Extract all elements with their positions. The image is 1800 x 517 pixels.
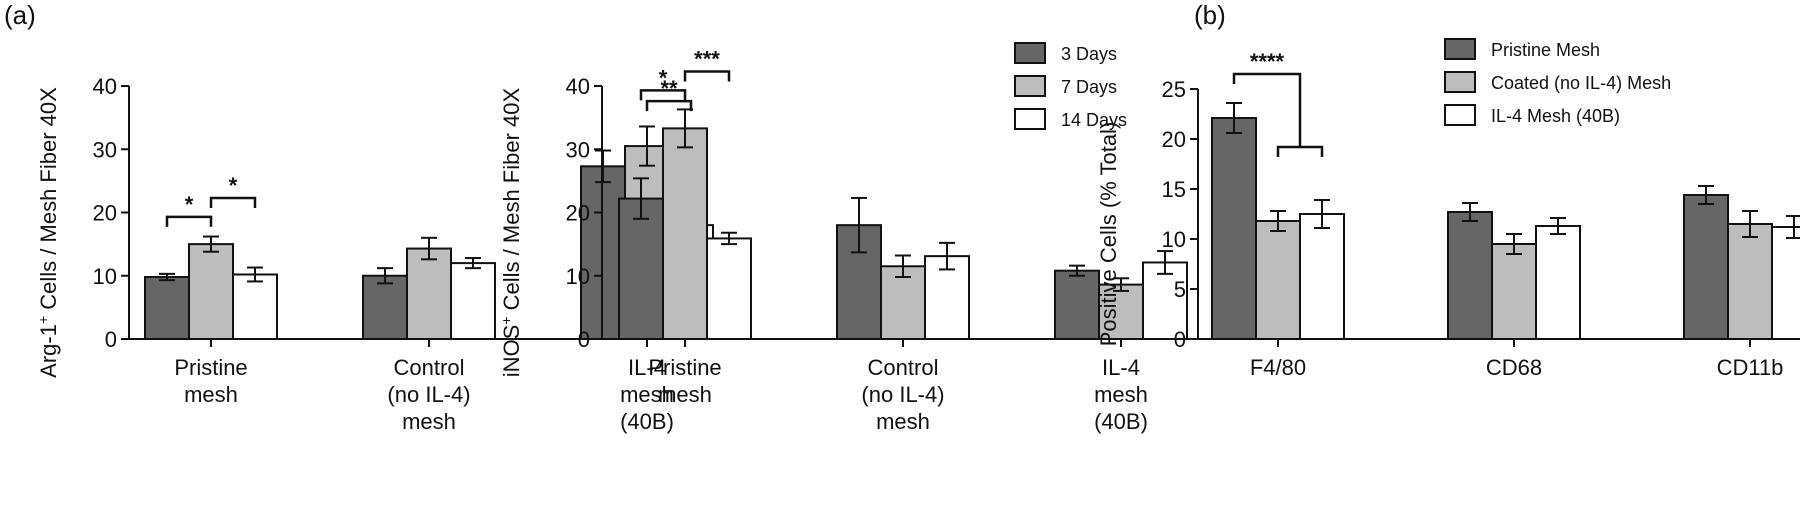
y-tick-label: 0 [578,327,590,352]
y-tick-label: 40 [93,74,117,99]
y-axis-label-part: + [498,316,514,324]
y-tick-label: 30 [566,137,590,162]
legend-label: 14 Days [1061,110,1127,130]
bar-il-4-mesh-40b- [1772,227,1800,339]
significance-label: *** [694,46,720,71]
significance-label: **** [1250,49,1285,74]
category-label: Pristine [174,355,247,380]
category-label: Pristine [648,355,721,380]
y-tick-label: 25 [1162,77,1186,102]
bar-il-4-mesh-40b- [1536,226,1580,339]
category-label: mesh [184,382,238,407]
bar-coated-no-il-4-mesh [1256,221,1300,339]
legend-swatch [1015,43,1045,63]
y-axis-label-part: Cells / Mesh Fiber 40X [499,87,524,316]
bar-pristine-mesh [1448,212,1492,339]
y-tick-label: 10 [1162,227,1186,252]
y-axis-label-part: + [35,316,51,324]
category-label: mesh [876,409,930,434]
y-axis-label-part: iNOS [499,325,524,378]
y-tick-label: 5 [1174,277,1186,302]
category-label: Control [394,355,465,380]
bar-7-days [407,249,451,339]
y-tick-label: 15 [1162,177,1186,202]
category-label: (40B) [620,409,674,434]
legend-label: IL-4 Mesh (40B) [1491,106,1620,126]
significance-bracket [211,198,255,208]
y-tick-label: 30 [93,137,117,162]
y-axis-label: Arg-1+ Cells / Mesh Fiber 40X [35,87,61,378]
bar-14-days [233,274,277,339]
bar-3-days [145,277,189,339]
y-tick-label: 20 [566,201,590,226]
y-tick-label: 20 [93,201,117,226]
category-label: Control [868,355,939,380]
y-tick-label: 0 [1174,327,1186,352]
category-label: mesh [402,409,456,434]
legend-panel-b: Pristine Mesh Coated (no IL-4) Mesh IL-4 M… [1445,39,1671,126]
bar-il-4-mesh-40b- [1300,214,1344,339]
category-label: CD11b [1717,355,1784,380]
y-tick-label: 10 [93,264,117,289]
legend-panel-a: 3 Days 7 Days 14 Days [1015,43,1127,130]
bar-3-days [363,276,407,339]
chart-panel-2: 0 5 10 15 20 25 Positive Cells (% Total) F4/80 C… [1096,49,1800,380]
legend-swatch [1445,39,1475,59]
category-label: IL-4 [1102,355,1140,380]
bar-coated-no-il-4-mesh [1728,224,1772,339]
bar-coated-no-il-4-mesh [1492,244,1536,339]
y-axis-label-part: Arg-1 [36,324,61,378]
legend-swatch [1445,105,1475,125]
y-tick-label: 10 [566,264,590,289]
significance-bracket [167,217,211,227]
bar-14-days [451,263,495,339]
significance-label: * [229,173,238,198]
bar-7-days [663,128,707,339]
category-label: mesh [1094,382,1148,407]
y-tick-label: 20 [1162,127,1186,152]
panel-label-a: (a) [4,0,36,30]
bar-pristine-mesh [1212,118,1256,339]
legend-label: 7 Days [1061,77,1117,97]
significance-bracket [685,71,729,81]
category-label: mesh [658,382,712,407]
bar-14-days [707,238,751,339]
y-axis-label: Positive Cells (% Total) [1096,122,1121,347]
significance-label: * [659,65,668,90]
significance-bracket [1278,147,1322,157]
panel-label-b: (b) [1194,0,1226,30]
bar-pristine-mesh [1684,195,1728,339]
category-label: (40B) [1094,409,1148,434]
bar-3-days [1055,271,1099,339]
legend-swatch [1445,72,1475,92]
y-axis-label: iNOS+ Cells / Mesh Fiber 40X [498,87,524,377]
legend-label: Coated (no IL-4) Mesh [1491,73,1671,93]
y-axis-label-part: Cells / Mesh Fiber 40X [36,87,61,316]
y-tick-label: 0 [105,327,117,352]
legend-label: Pristine Mesh [1491,40,1600,60]
category-label: F4/80 [1250,355,1306,380]
category-label: (no IL-4) [861,382,944,407]
legend-swatch [1015,76,1045,96]
category-label: CD68 [1486,355,1542,380]
y-axis-label-part: Positive Cells (% Total) [1096,122,1121,347]
category-label: (no IL-4) [387,382,470,407]
legend-label: 3 Days [1061,44,1117,64]
significance-label: * [185,192,194,217]
bar-7-days [189,244,233,339]
legend-swatch [1015,109,1045,129]
y-tick-label: 40 [566,74,590,99]
